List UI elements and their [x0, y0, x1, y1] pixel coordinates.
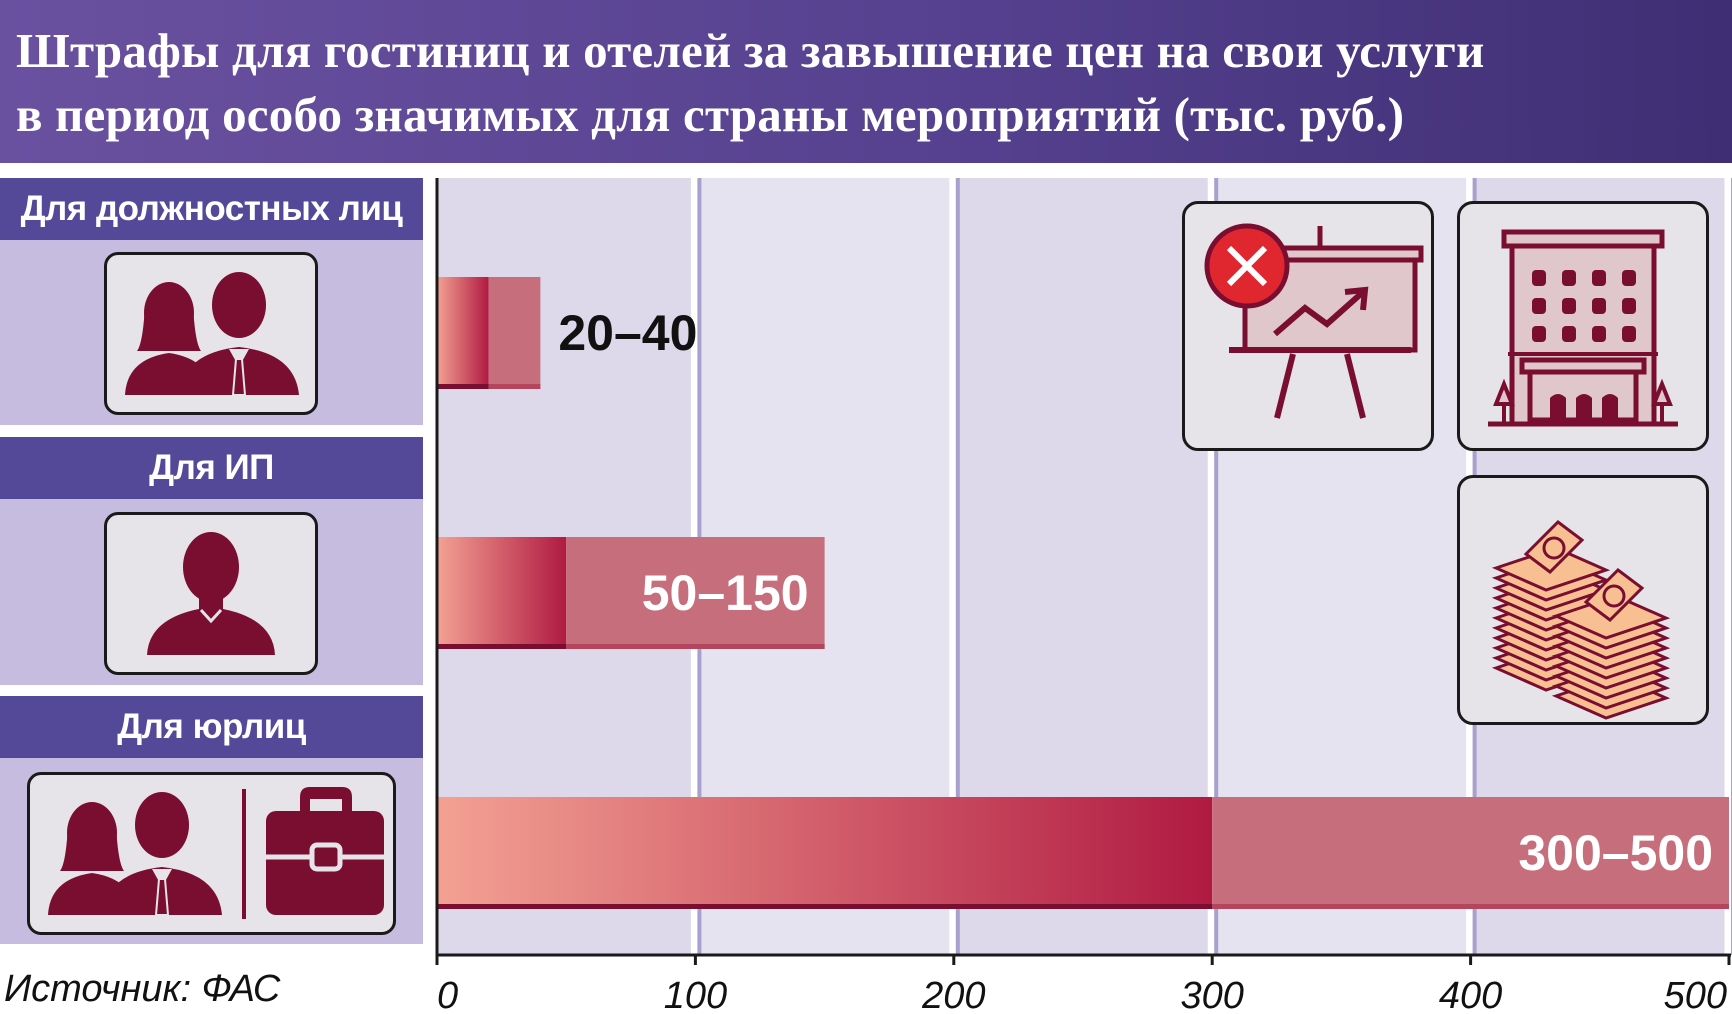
- page-title-line-1: Штрафы для гостиниц и отелей за завышени…: [16, 23, 1485, 78]
- bar-min-segment: [437, 277, 489, 389]
- bar-data-label: 20–40: [558, 305, 697, 361]
- x-tick-label: 500: [1664, 975, 1727, 1014]
- category-panel-legal: Для юрлиц: [0, 696, 423, 944]
- page-title-line-2: в период особо значимых для страны мероп…: [16, 87, 1405, 142]
- bar-range-underline: [488, 384, 541, 389]
- category-label-legal: Для юрлиц: [0, 696, 423, 758]
- bar-data-label: 50–150: [642, 565, 809, 621]
- bar-range-segment: [488, 277, 541, 389]
- category-panel-officials: Для должностных лиц: [0, 178, 423, 425]
- bar-min-underline: [437, 644, 567, 649]
- x-tick-label: 300: [1180, 975, 1243, 1014]
- category-label-ip: Для ИП: [0, 437, 423, 499]
- bar-range-underline: [566, 644, 825, 649]
- two-persons-icon: [104, 252, 318, 415]
- x-tick-label: 0: [437, 975, 458, 1014]
- source-note: Источник: ФАС: [4, 968, 281, 1010]
- bar-data-label: 300–500: [1518, 825, 1713, 881]
- bar-min-underline: [437, 384, 489, 389]
- category-label-officials: Для должностных лиц: [0, 178, 423, 240]
- money-stacks-icon: [1457, 475, 1709, 725]
- bar-min-segment: [437, 797, 1213, 909]
- x-tick-label: 400: [1439, 975, 1502, 1014]
- header: Штрафы для гостиниц и отелей за завышени…: [0, 0, 1732, 163]
- bar-min-underline: [437, 904, 1213, 909]
- bar-range-segment: [1212, 797, 1729, 909]
- person-icon: [104, 512, 318, 675]
- x-tick-label: 100: [664, 975, 727, 1014]
- category-panel-ip: Для ИП: [0, 437, 423, 685]
- persons-and-briefcase-icon: [27, 772, 396, 935]
- bar-range-segment: [566, 537, 825, 649]
- bar-min-segment: [437, 537, 567, 649]
- bar-range-underline: [1212, 904, 1729, 909]
- x-tick-label: 200: [921, 975, 985, 1014]
- hotel-building-icon: [1457, 201, 1709, 451]
- presentation-board-cross-icon: [1182, 201, 1434, 451]
